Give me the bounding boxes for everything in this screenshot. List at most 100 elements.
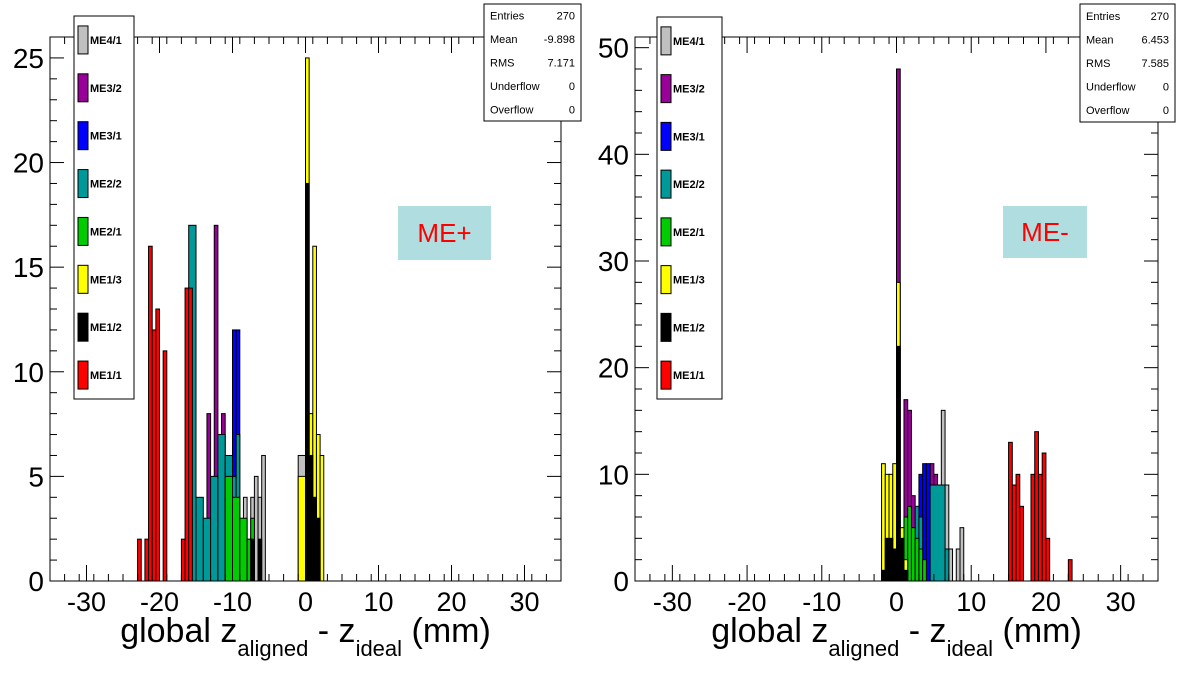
bar-ME1-1 [1067, 559, 1073, 582]
legend-swatch [77, 169, 89, 199]
bar-ME1-1 [162, 350, 168, 582]
legend-swatch [660, 360, 672, 390]
bar-ME1-2 [884, 537, 890, 582]
legend-entry: ME2/1 [90, 226, 122, 238]
stat-value: 0 [1163, 105, 1169, 117]
bar-ME1-1 [1030, 473, 1036, 582]
legend-entry: ME1/2 [673, 322, 705, 334]
stats-box: Entries 270 Mean -9.898 RMS 7.171 Underflow 0 Ov… [483, 3, 582, 122]
legend-entry: ME4/1 [90, 35, 122, 47]
bar-ME4-1 [948, 548, 954, 582]
bar-ME2-1 [239, 517, 248, 582]
y-tick-label: 10 [598, 459, 629, 490]
bar-ME1-1 [1015, 473, 1021, 582]
x-tick-label: 10 [956, 587, 986, 617]
bar-ME2-1 [918, 548, 924, 582]
bar-ME4-1 [955, 548, 961, 582]
y-tick-label: 10 [13, 357, 44, 388]
panel-me-plus: 0 5 10 15 20 25 -30 -20 -10 0 10 20 30 global zaligne… [13, 3, 582, 661]
legend-swatch [660, 26, 672, 56]
y-tick-label: 5 [28, 461, 44, 492]
legend-entry: ME1/3 [673, 275, 705, 287]
x-axis: -30 -20 -10 0 10 20 30 [49, 37, 562, 617]
bar-ME1-1 [155, 308, 161, 582]
stat-value: 270 [557, 11, 575, 23]
legend-swatch [77, 25, 89, 55]
y-tick-label: 0 [28, 566, 44, 597]
x-tick-label: 0 [889, 587, 904, 617]
bar-ME4-1 [959, 527, 965, 582]
x-tick-label: 20 [436, 587, 466, 617]
bar-ME1-3 [297, 475, 307, 582]
bar-ME1-1 [1045, 537, 1051, 582]
x-tick-label: -20 [140, 587, 179, 617]
stat-value: 6.453 [1141, 34, 1169, 46]
x-tick-label: 30 [1106, 587, 1136, 617]
y-tick-label: 30 [598, 246, 629, 277]
stat-label: RMS [490, 58, 514, 70]
x-tick-label: 20 [1031, 587, 1061, 617]
legend-entry: ME1/2 [90, 322, 122, 334]
bar-ME1-2 [881, 569, 886, 582]
bar-ME1-2 [308, 454, 314, 582]
bar-ME1-3 [881, 463, 886, 582]
panel-me-minus: 0 10 20 30 40 50 -30 -20 -10 0 10 20 30 global zalign… [598, 3, 1176, 661]
y-tick-label: 50 [598, 33, 629, 64]
y-axis: 0 5 10 15 20 25 [13, 36, 561, 597]
bar-ME2-2 [195, 496, 204, 582]
bar-ME2-1 [922, 559, 927, 582]
bar-ME2-1 [914, 537, 920, 582]
stat-value: 7.585 [1141, 58, 1169, 70]
bar-ME1-2 [315, 517, 321, 582]
x-tick-label: -30 [653, 587, 692, 617]
legend-swatch [77, 360, 89, 390]
x-tick-label: -20 [728, 587, 767, 617]
bar-ME2-2 [944, 548, 950, 582]
legend-entry: ME2/2 [673, 179, 705, 191]
stat-label: RMS [1086, 58, 1110, 70]
bar-ME1-1 [188, 287, 193, 582]
bar-ME1-1 [1011, 484, 1017, 582]
bar-ME1-1 [1041, 452, 1047, 582]
legend-entry: ME3/1 [673, 131, 705, 143]
legend-swatch [660, 265, 672, 295]
bar-ME1-2 [312, 496, 317, 582]
bar-ME3-1 [925, 463, 931, 582]
y-tick-label: 20 [13, 148, 44, 179]
bar-ME1-1 [144, 538, 150, 582]
bar-ME2-2 [202, 517, 212, 582]
stat-label: Mean [1086, 34, 1114, 46]
x-tick-label: -10 [802, 587, 841, 617]
x-tick-label: 10 [363, 587, 393, 617]
bar-ME1-1 [180, 538, 186, 582]
bar-ME1-1 [148, 245, 153, 582]
stat-label: Entries [490, 11, 525, 23]
bar-ME1-2 [896, 345, 901, 582]
legend-swatch [77, 216, 89, 246]
y-tick-label: 15 [13, 252, 44, 283]
x-tick-label: 0 [298, 587, 313, 617]
stat-label: Overflow [1086, 105, 1129, 117]
legend-swatch [660, 169, 672, 199]
stat-value: 0 [569, 81, 575, 93]
x-axis: -30 -20 -10 0 10 20 30 [634, 37, 1159, 617]
legend-entry: ME1/3 [90, 274, 122, 286]
bar-ME2-1 [232, 496, 241, 582]
bar-ME2-1 [224, 475, 233, 582]
stat-value: 270 [1151, 11, 1169, 23]
legend-swatch [77, 264, 89, 294]
legend-swatch [660, 217, 672, 247]
legend-entry: ME2/2 [90, 179, 122, 191]
bar-ME1-1 [1034, 431, 1039, 582]
bar-ME2-1 [246, 538, 252, 582]
bar-ME4-1 [253, 475, 259, 582]
y-tick-label: 40 [598, 139, 629, 170]
bar-ME1-1 [1008, 441, 1013, 582]
bar-ME1-2 [888, 537, 894, 582]
legend-entry: ME1/1 [90, 370, 122, 382]
histogram-bars [881, 68, 1073, 582]
bar-ME1-1 [151, 329, 157, 582]
panel-label-text: ME+ [417, 218, 471, 248]
legend-swatch [660, 312, 672, 342]
stat-value: 0 [1163, 82, 1169, 94]
